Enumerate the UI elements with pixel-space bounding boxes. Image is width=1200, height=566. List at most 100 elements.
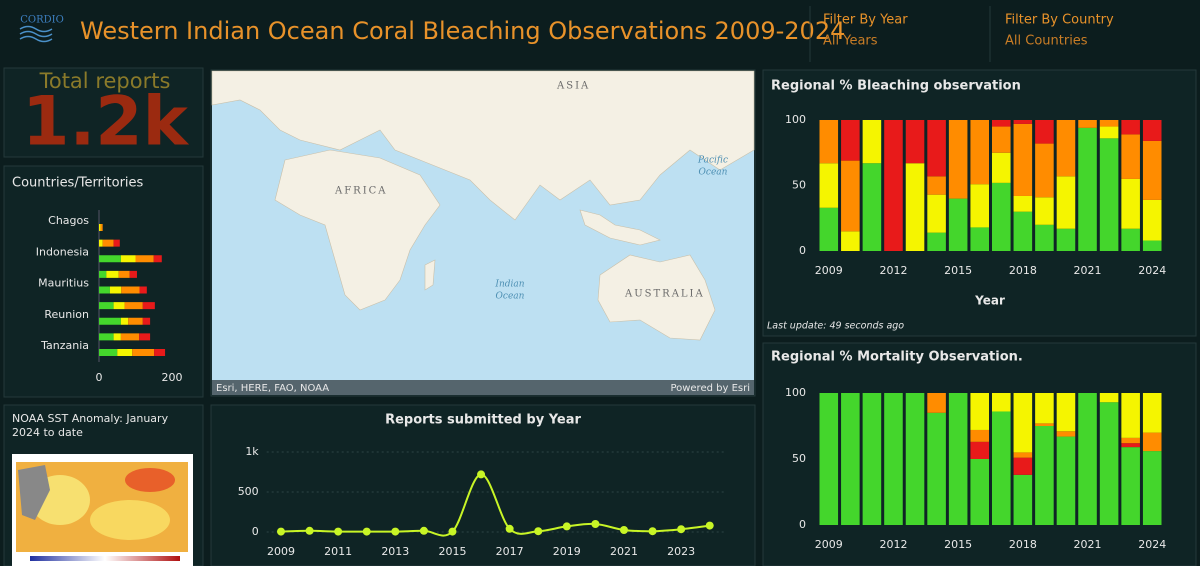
bar-segment: [1035, 197, 1054, 225]
bar-segment: [99, 317, 121, 325]
x-tick-label: 2012: [879, 264, 907, 277]
bar-segment: [1142, 240, 1162, 251]
bar-segment: [1056, 431, 1076, 437]
land: [597, 254, 716, 341]
bar-segment: [1035, 120, 1054, 144]
bar-segment: [118, 270, 130, 278]
filter[interactable]: Filter By Year All Years: [823, 13, 908, 49]
point: [448, 527, 457, 536]
bar-segment: [113, 239, 120, 247]
logo-waves: [19, 25, 53, 43]
bar-segment: [905, 120, 925, 164]
x-tick-label: 2015: [944, 538, 972, 551]
bar-segment: [1099, 402, 1119, 525]
bar-segment: [1142, 432, 1162, 452]
point: [391, 527, 400, 536]
bar-segment: [142, 302, 155, 310]
chart-title: Regional % Mortality Observation.: [771, 350, 1023, 365]
image-blob: [90, 500, 170, 540]
bar-segment: [819, 120, 839, 164]
bar-segment: [1035, 224, 1054, 251]
image-colorbar: [30, 556, 180, 561]
land: [424, 259, 436, 291]
bar-segment: [1142, 120, 1162, 141]
x-tick-label: 2024: [1138, 264, 1166, 277]
attribution: Powered by Esri: [670, 383, 750, 394]
bar-segment: [121, 286, 140, 294]
x-tick-label: 200: [162, 371, 183, 384]
bar-segment: [970, 184, 989, 228]
bar-segment: [120, 333, 140, 341]
line: [280, 473, 710, 537]
bar-segment: [992, 182, 1011, 251]
filter-value[interactable]: All Years: [823, 34, 878, 49]
bar-segment: [884, 393, 903, 525]
bar-segment: [927, 412, 946, 525]
bar-segment: [1056, 393, 1076, 432]
bar-segment: [1013, 123, 1033, 196]
bar-segment: [1013, 457, 1033, 475]
land: [211, 70, 755, 221]
kpi-value: 1.2k: [22, 83, 189, 162]
bar-segment: [927, 120, 946, 177]
y-tick-label: Tanzania: [40, 339, 89, 352]
bar-segment: [1142, 451, 1162, 525]
bar-segment: [100, 224, 103, 231]
y-tick-label: 50: [792, 179, 806, 192]
map-label: AFRICA: [334, 186, 388, 197]
x-tick-label: 2015: [438, 545, 466, 558]
y-tick-label: Indonesia: [36, 245, 89, 258]
bar-segment: [1035, 393, 1054, 424]
bar-segment: [109, 286, 122, 294]
bar-segment: [124, 302, 143, 310]
bar-segment: [970, 393, 989, 430]
chart-title: Countries/Territories: [12, 176, 144, 191]
panel: [3, 67, 204, 158]
x-tick-label: 2009: [815, 538, 843, 551]
bar-segment: [1142, 199, 1162, 241]
bar-segment: [992, 411, 1011, 525]
bar-segment: [1121, 443, 1140, 448]
bar-segment: [135, 255, 154, 263]
y-tick-label: 50: [792, 452, 806, 465]
x-tick-label: 2015: [944, 264, 972, 277]
bar-segment: [1121, 120, 1140, 135]
bar-segment: [1056, 120, 1076, 177]
bar-segment: [927, 393, 946, 413]
point: [619, 526, 628, 534]
bar-segment: [1121, 447, 1140, 525]
bar-segment: [927, 194, 946, 233]
bar-segment: [1078, 120, 1097, 128]
map-label: ASIA: [556, 81, 590, 92]
bar-segment: [992, 126, 1011, 153]
bar-segment: [1099, 126, 1119, 139]
bar-segment: [862, 163, 882, 251]
axis-title: Year: [974, 294, 1005, 308]
x-tick-label: 0: [96, 371, 103, 384]
filter[interactable]: Filter By Country All Countries: [1005, 13, 1114, 49]
y-tick-label: Chagos: [48, 214, 89, 227]
sst-title: NOAA SST Anomaly: January 2024 to date: [12, 412, 169, 439]
map-label: Indian: [494, 280, 524, 290]
panel: [3, 165, 204, 398]
x-tick-label: 2017: [496, 545, 524, 558]
filter-label[interactable]: Filter By Year: [823, 13, 908, 28]
point: [477, 470, 486, 479]
y-tick-label: Mauritius: [38, 277, 89, 290]
point: [334, 527, 343, 536]
attribution: Esri, HERE, FAO, NOAA: [216, 383, 329, 394]
x-tick-label: 2009: [267, 545, 295, 558]
bar-segment: [139, 333, 151, 341]
chart-title: Reports submitted by Year: [385, 413, 581, 428]
bar-segment: [970, 429, 989, 442]
logo: CORDIO: [20, 15, 64, 26]
filter-value[interactable]: All Countries: [1005, 34, 1088, 49]
land: [579, 209, 661, 246]
bar-segment: [120, 317, 129, 325]
map[interactable]: ASIA AFRICA Pacific Ocean Indian Ocean A…: [211, 70, 755, 395]
chart-title: Regional % Bleaching observation: [771, 79, 1021, 94]
bar-segment: [99, 286, 110, 294]
bar-segment: [1078, 127, 1097, 251]
filter-label[interactable]: Filter By Country: [1005, 13, 1114, 28]
